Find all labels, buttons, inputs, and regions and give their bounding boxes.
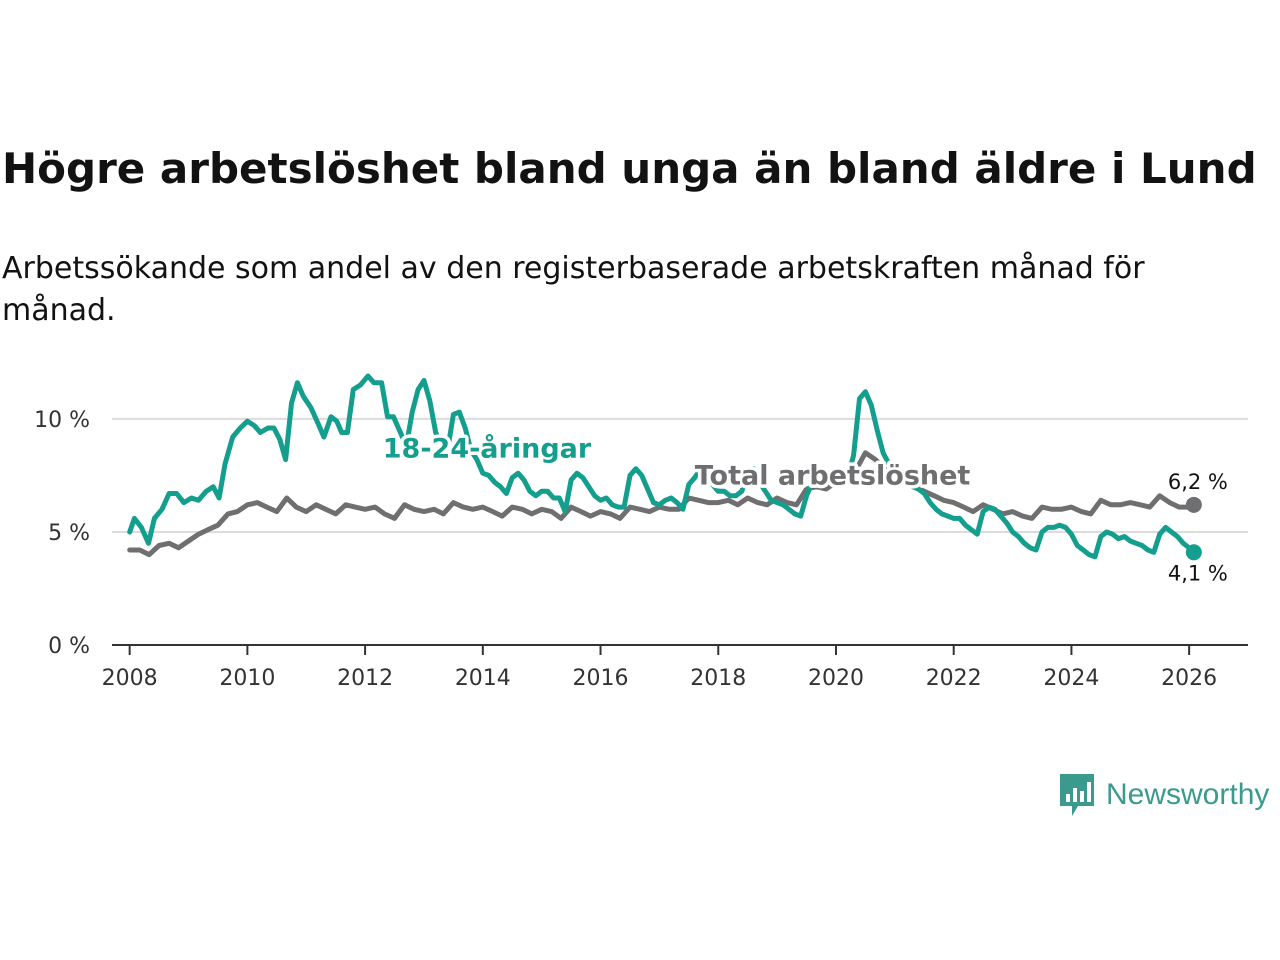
y-tick-label: 10 % xyxy=(34,408,90,433)
x-tick-label: 2008 xyxy=(102,666,158,691)
x-tick-label: 2026 xyxy=(1161,666,1217,691)
x-tick-label: 2024 xyxy=(1043,666,1099,691)
y-tick-label: 0 % xyxy=(48,634,90,659)
end-dot-youth xyxy=(1185,544,1202,561)
x-tick-label: 2016 xyxy=(573,666,629,691)
x-tick-label: 2012 xyxy=(337,666,393,691)
grid-layer xyxy=(112,417,1248,533)
brand-logo[interactable]: Newsworthy xyxy=(1058,772,1269,818)
chart-subtitle: Arbetssökande som andel av den registerb… xyxy=(2,251,1145,328)
bar-chart-speech-icon xyxy=(1060,774,1094,816)
end-label-total: 6,2 % xyxy=(1168,470,1228,494)
x-tick-label: 2014 xyxy=(455,666,511,691)
series-annotation-youth: 18-24-åringar xyxy=(383,432,592,464)
x-tick-label: 2010 xyxy=(219,666,275,691)
axis-layer: 0 % 5 % 10 % 2008 2010 2012 2014 2016 2018 2020 20… xyxy=(34,408,1248,691)
series-annotation-total: Total arbetslöshet xyxy=(695,460,971,491)
x-tick-label: 2020 xyxy=(808,666,864,691)
chart-title: Högre arbetslöshet bland unga än bland ä… xyxy=(2,144,1257,193)
brand-name: Newsworthy xyxy=(1106,778,1270,811)
y-tick-label: 5 % xyxy=(48,521,90,546)
x-tick-label: 2022 xyxy=(926,666,982,691)
series-layer xyxy=(127,373,1202,561)
series-line-youth xyxy=(127,373,1197,560)
series-line-total xyxy=(127,450,1197,558)
end-label-youth: 4,1 % xyxy=(1168,561,1228,585)
x-tick-label: 2018 xyxy=(690,666,746,691)
end-dot-total xyxy=(1185,496,1202,513)
label-layer: 6,2 % 4,1 % 18-24-åringar Total arbetslöshe… xyxy=(379,429,1228,585)
